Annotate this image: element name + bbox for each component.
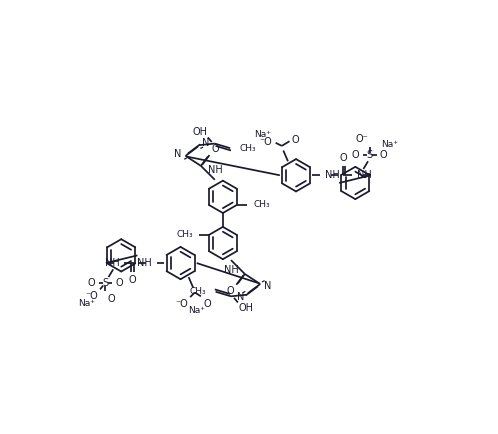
Text: O: O [212,144,219,154]
Text: Na⁺: Na⁺ [254,130,271,139]
Text: N: N [202,138,209,148]
Text: NH: NH [325,170,339,180]
Text: O: O [379,150,387,160]
Text: NH: NH [208,165,223,175]
Text: O⁻: O⁻ [355,135,368,145]
Text: ⁻O: ⁻O [85,291,98,301]
Text: O: O [107,294,115,304]
Text: ⁻O: ⁻O [260,137,272,147]
Text: Na⁺: Na⁺ [188,306,205,316]
Text: NH: NH [225,265,239,275]
Text: CH₃: CH₃ [190,287,206,296]
Text: OH: OH [239,303,253,313]
Text: N: N [174,149,182,159]
Text: O: O [227,286,234,296]
Text: N: N [237,292,244,302]
Text: CH₃: CH₃ [240,144,256,153]
Text: OH: OH [192,127,207,137]
Text: O: O [203,299,211,309]
Text: CH₃: CH₃ [176,230,193,240]
Text: O: O [129,276,136,286]
Text: Na⁺: Na⁺ [381,140,398,149]
Text: S: S [367,150,373,160]
Text: ⁻O: ⁻O [175,299,188,309]
Text: NH: NH [105,258,120,268]
Text: O: O [292,135,299,145]
Text: CH₃: CH₃ [253,201,270,210]
Text: O: O [352,150,360,160]
Text: N: N [264,280,271,290]
Text: NH: NH [357,170,372,180]
Text: O: O [340,153,348,163]
Text: Na⁺: Na⁺ [78,299,95,308]
Text: NH: NH [137,258,152,268]
Text: O: O [116,278,123,288]
Text: O: O [88,278,96,288]
Text: S: S [103,278,109,288]
